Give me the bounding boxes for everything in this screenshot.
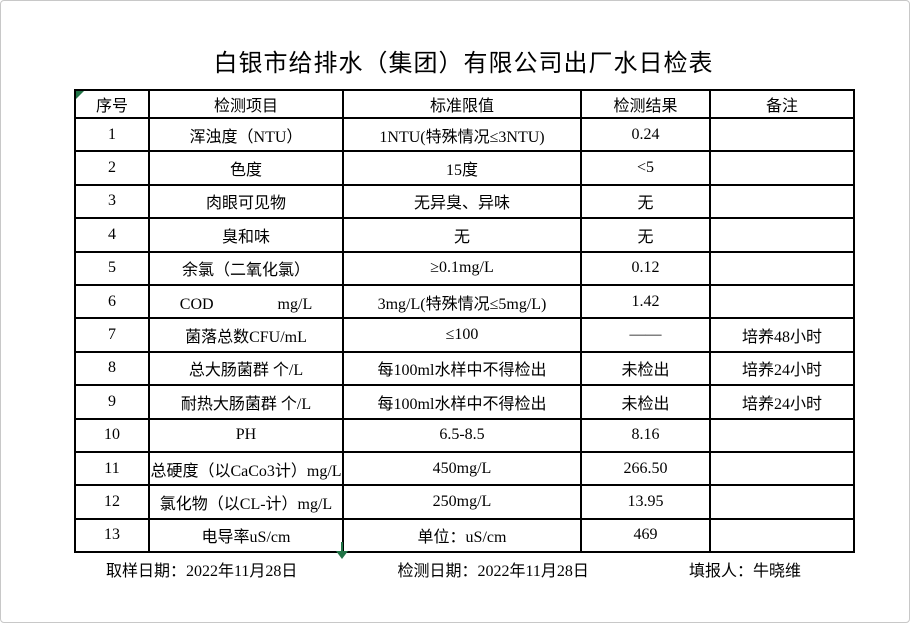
table-row: 11 总硬度（以CaCo3计）mg/L 450mg/L 266.50 <box>74 450 855 487</box>
column-header-item: 检测项目 <box>148 89 344 119</box>
cell-remark <box>709 217 855 253</box>
cell-remark <box>709 183 855 220</box>
table-row: 10 PH 6.5-8.5 8.16 <box>74 417 855 453</box>
cell-item: 总大肠菌群 个/L <box>148 350 344 387</box>
green-flag-marker-icon <box>335 542 349 560</box>
cell-limit: 无异臭、异味 <box>342 183 582 220</box>
test-date-label: 检测日期：2022年11月28日 <box>397 563 589 580</box>
cell-item: 肉眼可见物 <box>148 183 344 220</box>
cell-result: 0.12 <box>580 250 711 286</box>
cell-no: 3 <box>74 183 150 220</box>
table-row: 4 臭和味 无 无 <box>74 217 855 253</box>
sampling-date-label: 取样日期：2022年11月28日 <box>106 563 298 580</box>
cell-limit: 15度 <box>342 150 582 186</box>
cell-item: 菌落总数CFU/mL <box>148 317 344 353</box>
cell-no: 13 <box>74 517 150 554</box>
cell-limit: ≥0.1mg/L <box>342 250 582 286</box>
cell-remark: 培养24小时 <box>709 384 855 420</box>
cell-item: PH <box>148 417 344 453</box>
reporter-label: 填报人：牛晓维 <box>688 563 801 580</box>
footer: 取样日期：2022年11月28日 检测日期：2022年11月28日 填报人：牛晓… <box>74 557 853 581</box>
cell-item: 余氯（二氧化氯） <box>148 250 344 286</box>
cell-item: 浑浊度（NTU） <box>148 116 344 153</box>
cell-no: 9 <box>74 384 150 420</box>
table-body: 1 浑浊度（NTU） 1NTU(特殊情况≤3NTU) 0.24 2 色度 15度… <box>74 116 855 554</box>
cell-no: 2 <box>74 150 150 186</box>
cell-limit: 3mg/L(特殊情况≤5mg/L) <box>342 283 582 320</box>
cell-limit: 单位：uS/cm <box>342 517 582 554</box>
cell-limit: 6.5-8.5 <box>342 417 582 453</box>
cell-remark: 培养48小时 <box>709 317 855 353</box>
column-header-result: 检测结果 <box>580 89 711 119</box>
cell-item: 电导率uS/cm <box>148 517 344 554</box>
page-title: 白银市给排水（集团）有限公司出厂水日检表 <box>213 51 714 77</box>
cell-result: 0.24 <box>580 116 711 153</box>
cell-item: 臭和味 <box>148 217 344 253</box>
cell-result: 266.50 <box>580 450 711 487</box>
cell-result: 1.42 <box>580 283 711 320</box>
cell-result: —— <box>580 317 711 353</box>
cell-item: 氯化物（以CL-计）mg/L <box>148 484 344 520</box>
cell-limit: ≤100 <box>342 317 582 353</box>
table-row: 9 耐热大肠菌群 个/L 每100ml水样中不得检出 未检出 培养24小时 <box>74 384 855 420</box>
cell-result: 13.95 <box>580 484 711 520</box>
header-row: 序号 检测项目 标准限值 检测结果 备注 <box>74 89 855 119</box>
cell-limit: 250mg/L <box>342 484 582 520</box>
cell-item: 色度 <box>148 150 344 186</box>
cell-result: 未检出 <box>580 350 711 387</box>
table-row: 8 总大肠菌群 个/L 每100ml水样中不得检出 未检出 培养24小时 <box>74 350 855 387</box>
cell-no: 10 <box>74 417 150 453</box>
cell-item: 耐热大肠菌群 个/L <box>148 384 344 420</box>
cell-result: 无 <box>580 217 711 253</box>
cell-result: 无 <box>580 183 711 220</box>
cell-no: 5 <box>74 250 150 286</box>
cell-limit: 1NTU(特殊情况≤3NTU) <box>342 116 582 153</box>
cell-remark <box>709 417 855 453</box>
cell-remark: 培养24小时 <box>709 350 855 387</box>
cell-remark <box>709 116 855 153</box>
cell-remark <box>709 150 855 186</box>
cell-no: 11 <box>74 450 150 487</box>
cell-no: 12 <box>74 484 150 520</box>
cell-remark <box>709 517 855 554</box>
cell-remark <box>709 450 855 487</box>
cell-no: 4 <box>74 217 150 253</box>
green-flag-triangle <box>336 551 348 559</box>
table-row: 12 氯化物（以CL-计）mg/L 250mg/L 13.95 <box>74 484 855 520</box>
cell-limit: 每100ml水样中不得检出 <box>342 384 582 420</box>
cell-result: <5 <box>580 150 711 186</box>
cell-limit: 无 <box>342 217 582 253</box>
cell-result: 469 <box>580 517 711 554</box>
column-header-limit: 标准限值 <box>342 89 582 119</box>
column-header-no: 序号 <box>74 89 150 119</box>
cell-item: COD mg/L <box>148 283 344 320</box>
table-row: 6 COD mg/L 3mg/L(特殊情况≤5mg/L) 1.42 <box>74 283 855 320</box>
cell-no: 1 <box>74 116 150 153</box>
table-row: 3 肉眼可见物 无异臭、异味 无 <box>74 183 855 220</box>
cell-remark <box>709 283 855 320</box>
cell-limit: 每100ml水样中不得检出 <box>342 350 582 387</box>
cell-item: 总硬度（以CaCo3计）mg/L <box>148 450 344 487</box>
table-row: 13 电导率uS/cm 单位：uS/cm 469 <box>74 517 855 554</box>
table-row: 5 余氯（二氧化氯） ≥0.1mg/L 0.12 <box>74 250 855 286</box>
inspection-table: 序号 检测项目 标准限值 检测结果 备注 1 浑浊度（NTU） 1NTU(特殊情… <box>74 89 855 554</box>
table-header: 序号 检测项目 标准限值 检测结果 备注 <box>74 89 855 119</box>
cell-remark <box>709 484 855 520</box>
cell-no: 7 <box>74 317 150 353</box>
cell-remark <box>709 250 855 286</box>
cell-result: 未检出 <box>580 384 711 420</box>
cell-limit: 450mg/L <box>342 450 582 487</box>
table-row: 2 色度 15度 <5 <box>74 150 855 186</box>
table-row: 7 菌落总数CFU/mL ≤100 —— 培养48小时 <box>74 317 855 353</box>
cell-result: 8.16 <box>580 417 711 453</box>
cell-no: 6 <box>74 283 150 320</box>
table-row: 1 浑浊度（NTU） 1NTU(特殊情况≤3NTU) 0.24 <box>74 116 855 153</box>
column-header-remark: 备注 <box>709 89 855 119</box>
green-flag-line <box>341 542 343 552</box>
cell-no: 8 <box>74 350 150 387</box>
